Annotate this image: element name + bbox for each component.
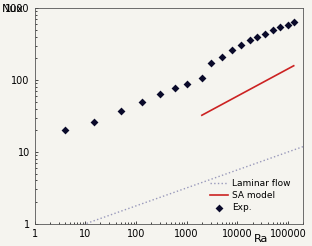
Exp. xyxy=(291,20,296,24)
SA model xyxy=(206,111,209,114)
Exp. xyxy=(270,29,275,32)
SA model xyxy=(224,101,228,104)
Laminar flow xyxy=(65,229,69,232)
Exp. xyxy=(255,35,260,39)
Exp. xyxy=(139,100,144,104)
Exp. xyxy=(220,55,225,59)
SA model xyxy=(292,64,295,67)
Laminar flow xyxy=(120,209,124,212)
SA model xyxy=(217,105,221,108)
Exp. xyxy=(118,109,123,113)
Laminar flow xyxy=(228,171,232,174)
Legend: Laminar flow, SA model, Exp.: Laminar flow, SA model, Exp. xyxy=(207,176,293,215)
Exp. xyxy=(208,62,213,65)
Exp. xyxy=(285,23,290,27)
Exp. xyxy=(158,92,163,96)
Exp. xyxy=(184,82,189,86)
SA model xyxy=(204,112,207,115)
Exp. xyxy=(239,43,244,47)
Exp. xyxy=(63,128,68,132)
Laminar flow xyxy=(139,203,143,206)
SA model xyxy=(284,68,288,71)
Text: Ra: Ra xyxy=(254,234,269,244)
Laminar flow xyxy=(33,240,37,243)
Exp. xyxy=(173,86,178,90)
Y-axis label: Nux: Nux xyxy=(2,4,24,14)
SA model xyxy=(200,114,204,117)
Laminar flow xyxy=(301,145,305,148)
Laminar flow xyxy=(202,181,205,184)
Exp. xyxy=(230,48,235,52)
Exp. xyxy=(92,120,97,124)
Line: SA model: SA model xyxy=(202,66,294,115)
Line: Laminar flow: Laminar flow xyxy=(35,147,303,242)
Exp. xyxy=(248,38,253,42)
Exp. xyxy=(278,25,283,29)
Exp. xyxy=(262,32,267,36)
SA model xyxy=(287,67,291,70)
Laminar flow xyxy=(227,172,230,175)
Exp. xyxy=(199,77,204,80)
